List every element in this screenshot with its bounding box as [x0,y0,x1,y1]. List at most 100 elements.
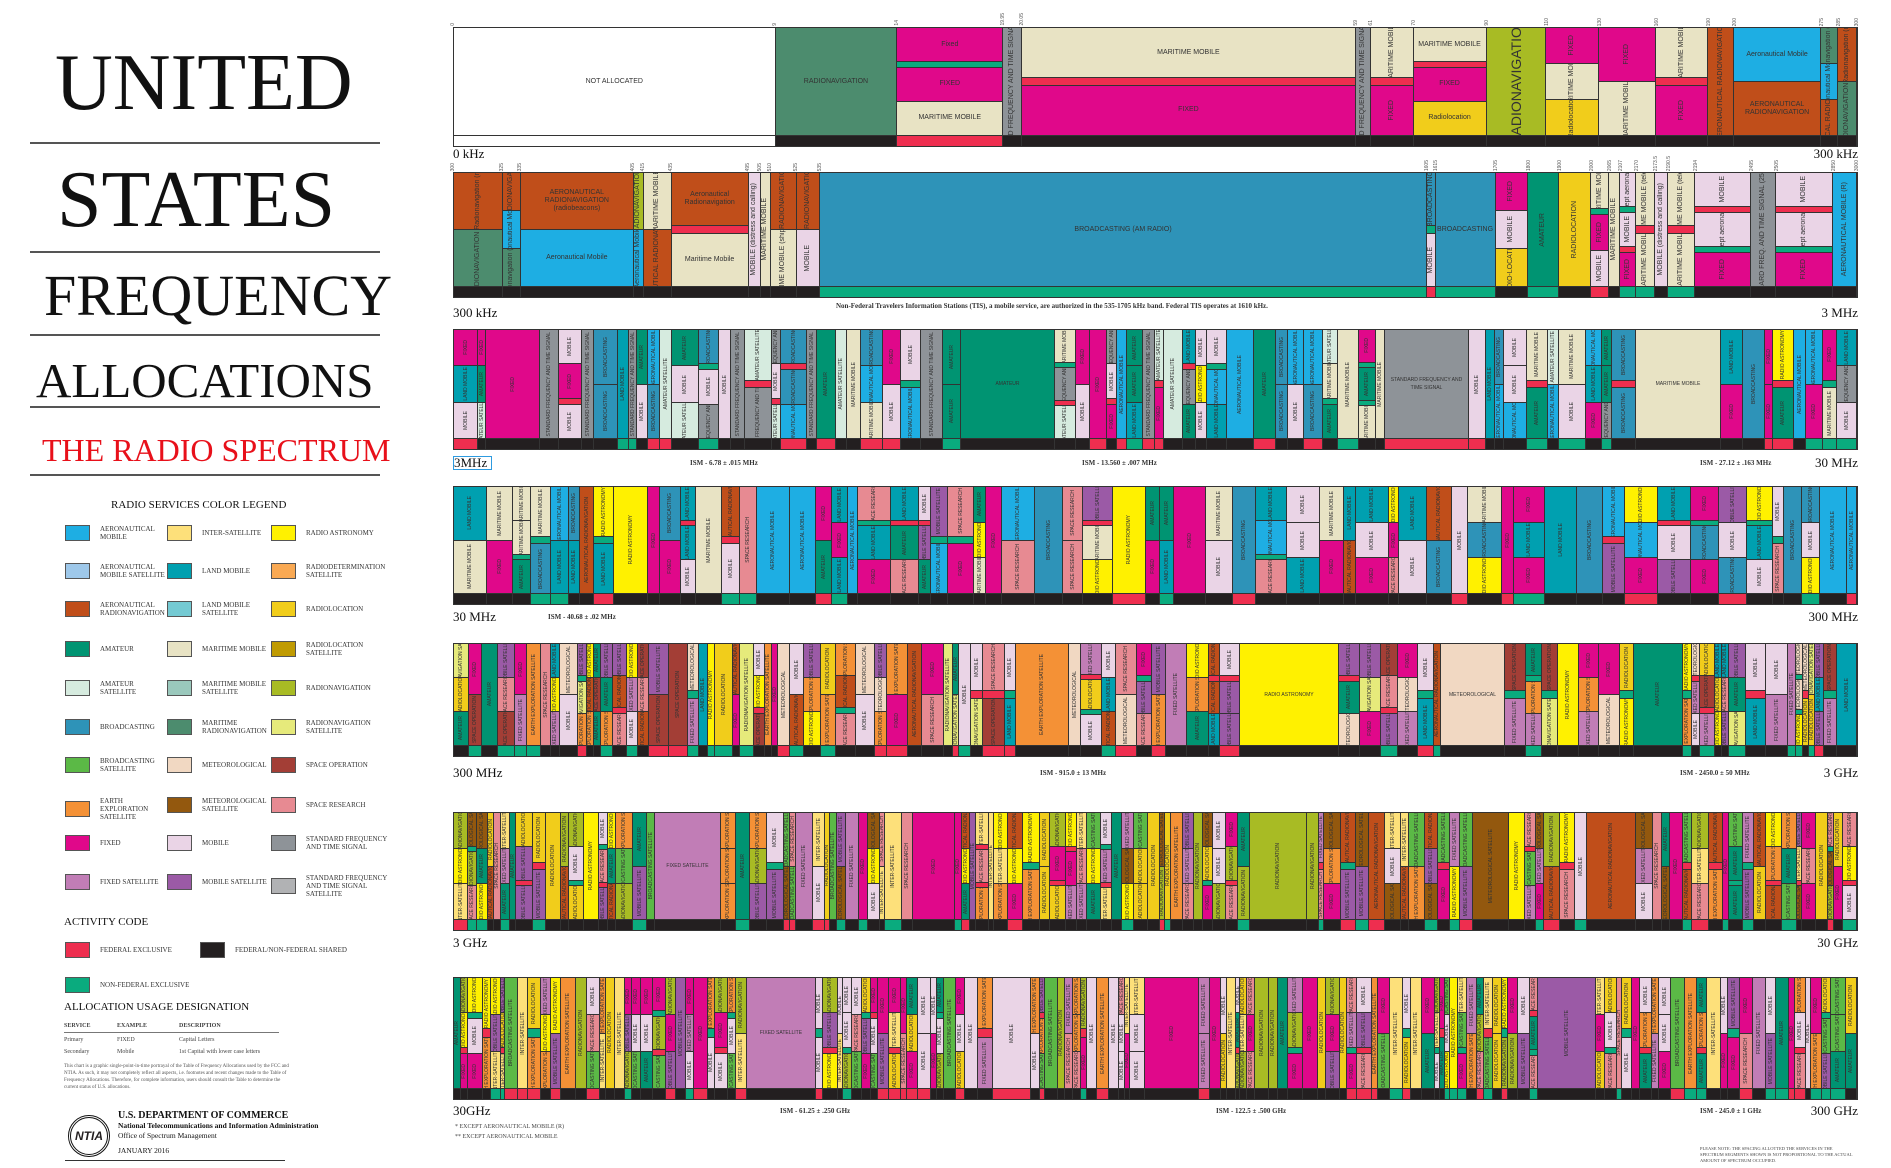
band-segment[interactable]: RADIOLOCATION MOBILE [1622,978,1632,1099]
band-segment[interactable]: INTER-SATELLITE [518,978,528,1099]
band-segment[interactable]: FIXED MARITIME MOBILE [1599,28,1657,146]
band-segment[interactable]: RADIOLOCATION [1340,978,1347,1099]
band-segment[interactable]: BROADCASTING [1435,173,1496,297]
band-segment[interactable]: AMATEUR MOBILE AMATEUR SATELLITE [672,330,699,449]
band-segment[interactable]: EARTH EXPLORATION SATELLITEBROADCASTING … [616,813,633,930]
band-segment[interactable]: RADIOLOCATION MOBILE SATELLITE FIXED [862,978,871,1099]
band-segment[interactable]: STANDARD FREQUENCY AND TIME SIGNAL [807,330,817,449]
band-segment[interactable]: METEOROLOGICAL [1441,644,1505,756]
band-segment[interactable]: AERONAUTICAL MOBILE FIXED [1806,330,1823,449]
band-segment[interactable]: MOBILE RADIONAVIGATION SATELLITE [971,644,983,756]
band-segment[interactable]: RADIO ASTRONOMY RADIONAVIGATION [1502,978,1508,1099]
band-segment[interactable]: AERONAUTICAL RADIONAVIGATION [580,487,594,604]
band-segment[interactable]: AMATEUR [736,813,750,930]
band-segment[interactable]: EARTH EXPLORATION SATELLITEINTER-SATELLI… [600,978,606,1099]
band-segment[interactable]: BROADCASTING SATELLITE BROADCASTING SATEL… [1831,978,1846,1099]
band-segment[interactable]: AMATEUR SATELLITESTANDARD FREQUENCY AND … [745,330,772,449]
band-segment[interactable]: MOBILE SATELLITE FIXED SATELLITE SPACE RES… [1183,813,1194,930]
band-segment[interactable]: FIXED SATELLITE [655,813,721,930]
band-segment[interactable]: FIXED SPACE RESEARCH [922,644,944,756]
band-segment[interactable]: LAND MOBILE MOBILE FIXED [1356,487,1389,604]
band-segment[interactable]: FIXED [1670,813,1683,930]
band-segment[interactable]: FIXED SPACE RESEARCH [901,978,907,1099]
band-segment[interactable]: FIXED [1723,813,1729,930]
band-segment[interactable]: AERONAUTICAL RADIONAVIGATION [1369,813,1385,930]
band-segment[interactable]: EARTH EXPLORATION SATELLITE [527,644,541,756]
band-segment[interactable]: FIXED [1210,978,1221,1099]
band-segment[interactable]: MOBILE SPACE RESEARCH BROADCASTING SATELLI… [587,978,600,1099]
band-segment[interactable]: MARITIME MOBILE (telephony) MARITIME MOBI… [1668,173,1696,297]
band-segment[interactable]: MOBILE MOBILE SATELLITE MOBILE SATELLITE [1220,644,1240,756]
band-segment[interactable]: INTER-SATELLITE [615,978,625,1099]
band-segment[interactable]: AMATEUR [1112,813,1122,930]
band-segment[interactable]: SPACE OPERATION FIXED SATELLITE [1824,644,1837,756]
band-segment[interactable]: RADIOLOCATION INTER-SATELLITE RADIONAVIGAT… [1240,978,1247,1099]
band-segment[interactable]: INTER-SATELLITE MOBILE MOBILE [1130,978,1145,1099]
band-segment[interactable]: AERONAUTICAL RADIONAVIGATION (radiobeaco… [796,173,821,297]
band-segment[interactable]: FIXED RADIONAVIGATION [1508,978,1518,1099]
band-segment[interactable]: Aeronautical Radionavigation (radiobeaco… [454,173,503,297]
band-segment[interactable]: LAND MOBILE [1486,330,1495,449]
band-segment[interactable]: INTER-SATELLITE [989,813,994,930]
band-segment[interactable]: METEOROLOGICAL [778,644,790,756]
band-segment[interactable]: MARITIME MOBILE AMATEUR [1527,330,1548,449]
band-segment[interactable]: RADIO ASTRONOMY [1450,978,1458,1099]
band-segment[interactable]: RADIONAVIGATION FIXED RADIOLOCATION [1050,813,1066,930]
band-segment[interactable]: LAND MOBILE MARITIME MOBILE [454,487,487,604]
band-segment[interactable]: FIXED AMATEUR MARITIME MOBILE [1359,330,1376,449]
band-segment[interactable]: RADIONAVIGATION AERONAUTICAL RADIONAVIGAT… [1544,813,1560,930]
band-segment[interactable]: FIXED MOBILE SATELLITE [878,978,889,1099]
band-segment[interactable]: AMATEUR MOBILE RADIONAVIGATION [937,978,944,1099]
band-segment[interactable]: STANDARD FREQUENCY AND TIME SIGNAL (20 k… [1003,28,1023,146]
band-segment[interactable]: STANDARD FREQUENCY AND TIME SIGNALMOBILE… [772,330,781,449]
band-segment[interactable]: METEOROLOGICAL MOBILE [856,644,875,756]
band-segment[interactable]: MARITIME MOBILE BROADCASTING [531,487,551,604]
band-segment[interactable]: BROADCASTING BROADCASTING [594,330,618,449]
band-segment[interactable]: INTER-SATELLITEMOBILEMETEOROLOGICAL SATE… [1385,813,1401,930]
band-segment[interactable]: MOBILE [719,330,731,449]
band-segment[interactable]: FIXED SATELLITE SPACE RESEARCH [1319,813,1324,930]
band-segment[interactable]: RADIONAVIGATION Aeronautical Mobile [633,173,644,297]
band-segment[interactable]: AMATEUR LAND MOBILE [1160,487,1174,604]
band-segment[interactable]: RADIOLOCATION [1148,813,1160,930]
band-segment[interactable]: AMATEUR [482,644,498,756]
band-segment[interactable]: RADIONAVIGATION INTER-SATELLITE SPACE RESE… [1692,813,1709,930]
band-segment[interactable]: BROADCASTINGMOBILESTANDARD FREQUENCY AND… [699,330,719,449]
band-segment[interactable]: SPACE RESEARCH [1653,813,1662,930]
band-segment[interactable]: STANDARD FREQUENCY AND TIME SIGNAL [629,330,637,449]
band-segment[interactable]: MARITIME MOBILE MOBILE [1206,487,1233,604]
band-segment[interactable]: FIXED [859,813,868,930]
band-segment[interactable]: AMATEUR [454,978,461,1099]
band-segment[interactable]: MOBILE FIXED [931,978,937,1099]
band-segment[interactable]: FIXED [913,813,955,930]
band-segment[interactable]: AERONAUTICAL MOBILE [757,487,790,604]
band-segment[interactable]: BROADCASTING SATELLITE AMATEUR AMATEUR [1729,813,1743,930]
band-segment[interactable]: BROADCASTING SATELLITE FIXED [1438,813,1450,930]
band-segment[interactable]: MARITIME MOBILE FIXED [1320,487,1344,604]
band-segment[interactable]: RADIO ASTRONOMY [1113,487,1146,604]
band-segment[interactable]: AMATEUR SATELLITE FIXED [1155,330,1164,449]
band-segment[interactable]: SPACE RESEARCH METEOROLOGICAL [1116,644,1137,756]
band-segment[interactable]: RADIO ASTRONOMY FIXED SATELLITE MOBILE [627,644,638,756]
band-segment[interactable]: INTER-SATELLITE [1707,978,1721,1099]
band-segment[interactable]: FIXED [1174,487,1206,604]
band-segment[interactable]: AMATEUR [510,813,516,930]
band-segment[interactable]: AMATEUR MOBILE SATELLITE [633,813,647,930]
band-segment[interactable]: RADIO ASTRONOMY LAND MOBILE [594,487,614,604]
band-segment[interactable]: MOBILE SATELLITEINTER-SATELLITEMETEOROLO… [1797,813,1802,930]
band-segment[interactable]: RADIONAVIGATION SATELLITE [944,644,953,756]
band-segment[interactable]: FIXED [1090,330,1107,449]
band-segment[interactable]: RADIO ASTRONOMY [1509,813,1525,930]
band-segment[interactable]: SPACE RESEARCH SPACE OPERATION [983,644,1005,756]
band-segment[interactable]: AMATEUR AMATEUR [943,330,961,449]
band-segment[interactable]: LAND MOBILE FIXED [1721,330,1743,449]
